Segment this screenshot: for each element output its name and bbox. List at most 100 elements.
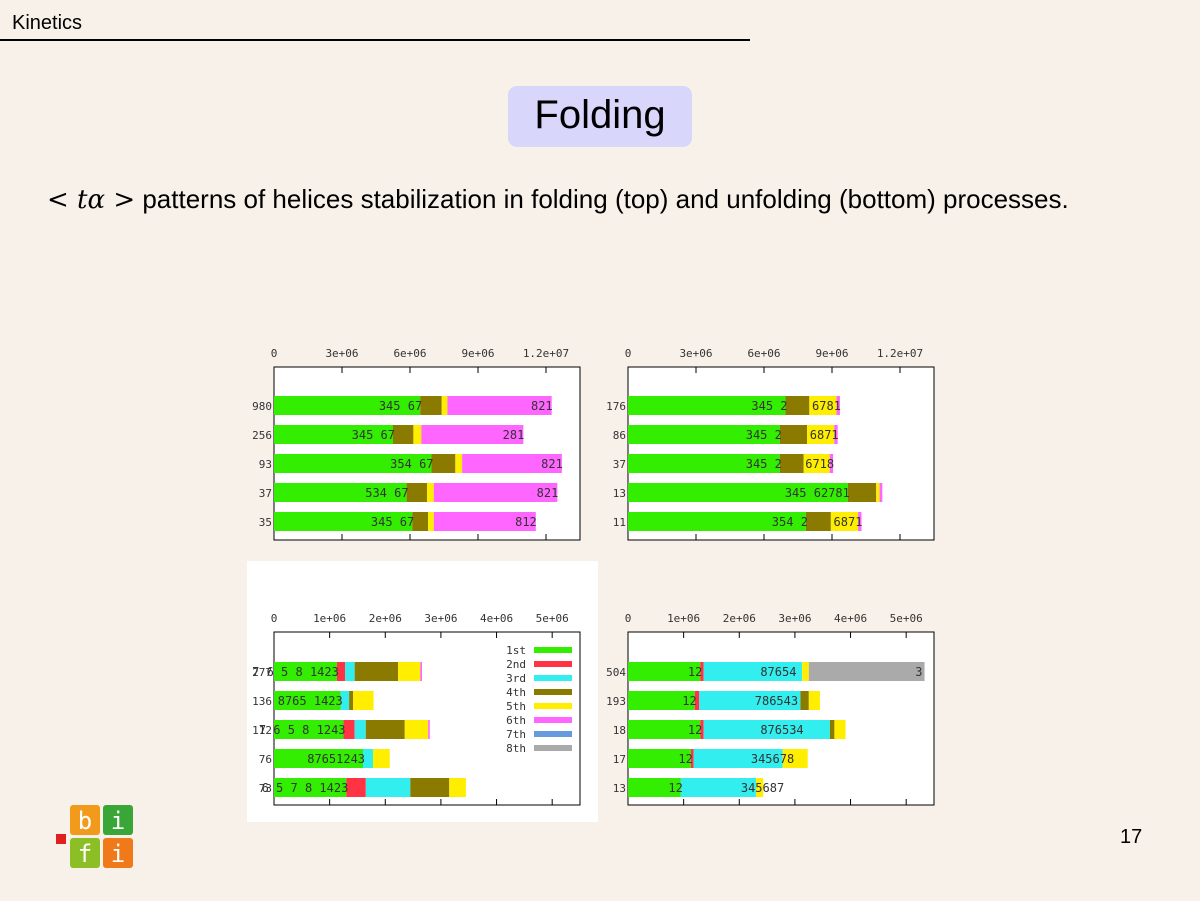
- legend-label: 5th: [506, 700, 526, 713]
- bar-segment-1st: [628, 662, 701, 681]
- bar-segment-5th: [428, 512, 434, 531]
- bar-segment-6th: [858, 512, 862, 531]
- bar-segment-4th: [847, 483, 877, 502]
- chart-folding-right: 0 3e+06 6e+06 9e+06 1.2e+07 176 345 2 6781 86 345…: [606, 347, 935, 541]
- bar-annotation-end: 6871: [834, 515, 863, 529]
- x-tick-label: 9e+06: [461, 347, 494, 360]
- bar-annotation: 12: [688, 723, 702, 737]
- x-tick-label: 4e+06: [480, 612, 513, 625]
- bar-segment-3rd: [345, 662, 355, 681]
- bar-annotation: 12: [668, 781, 682, 795]
- bar-annotation-end: 876534: [760, 723, 803, 737]
- bar-segment-5th: [755, 778, 764, 797]
- bar-annotation: 534 67: [365, 486, 408, 500]
- bar-annotation: 7 6 5 8 1243: [259, 723, 346, 737]
- x-tick-label: 5e+06: [890, 612, 923, 625]
- x-tick-label: 1e+06: [667, 612, 700, 625]
- slide-description: < tα > patterns of helices stabilization…: [47, 180, 1127, 219]
- bar-segment-2nd: [700, 662, 704, 681]
- bar-segment-1st: [628, 483, 848, 502]
- bar-segment-4th: [410, 778, 450, 797]
- bar-annotation: 345 2: [746, 428, 782, 442]
- row-label: 112: [252, 724, 272, 737]
- legend-label: 8th: [506, 742, 526, 755]
- row-label: 256: [252, 429, 272, 442]
- bar-annotation-end: 821: [541, 457, 563, 471]
- bar-segment-1st: [628, 512, 806, 531]
- x-tick-label: 0: [625, 612, 632, 625]
- x-tick-label: 0: [271, 347, 278, 360]
- bar-segment-4th: [412, 512, 429, 531]
- logo-letter: i: [111, 807, 125, 835]
- bar-segment-5th: [353, 691, 374, 710]
- bar-segment-4th: [805, 512, 831, 531]
- bar-segment-1st: [628, 720, 701, 739]
- bar-segment-3rd: [363, 749, 374, 768]
- bar-segment-4th: [393, 425, 414, 444]
- bar-segment-6th: [421, 425, 524, 444]
- logo-letter: b: [78, 807, 92, 835]
- plot-frame: [627, 366, 935, 541]
- bar-segment-1st: [274, 778, 347, 797]
- bar-segment-5th: [427, 483, 434, 502]
- bar-segment-1st: [274, 454, 432, 473]
- x-tick-label: 6e+06: [393, 347, 426, 360]
- bar-annotation: 345 67: [379, 399, 422, 413]
- x-tick-label: 3e+06: [424, 612, 457, 625]
- bar-segment-2nd: [343, 720, 355, 739]
- bar-segment-1st: [628, 425, 780, 444]
- legend-swatch: [534, 661, 572, 667]
- bar-segment-5th: [808, 691, 820, 710]
- bar-segment-3rd: [699, 691, 801, 710]
- bar-segment-5th: [834, 720, 846, 739]
- x-tick-label: 0: [625, 347, 632, 360]
- legend-label: 1st: [506, 644, 526, 657]
- bar-segment-3rd: [354, 720, 366, 739]
- row-label: 86: [613, 429, 626, 442]
- x-tick-label: 1.2e+07: [877, 347, 923, 360]
- bar-segment-5th: [404, 720, 429, 739]
- bar-annotation-end: 281: [503, 428, 525, 442]
- bar-segment-5th: [830, 512, 859, 531]
- bar-segment-6th: [433, 483, 558, 502]
- bar-annotation: 345 62781: [785, 486, 850, 500]
- bar-annotation-end: 6871: [810, 428, 839, 442]
- bar-annotation: 345 2: [746, 457, 782, 471]
- bar-segment-6th: [420, 662, 422, 681]
- bar-segment-1st: [274, 720, 344, 739]
- row-label: 11: [613, 516, 626, 529]
- section-header: Kinetics: [12, 12, 83, 34]
- x-tick-label: 1.2e+07: [523, 347, 569, 360]
- bar-annotation: 12: [688, 665, 702, 679]
- row-label: 277: [252, 666, 272, 679]
- row-label: 37: [613, 458, 626, 471]
- bar-segment-4th: [779, 425, 808, 444]
- bar-annotation-end: 345678: [751, 752, 794, 766]
- bar-segment-1st: [274, 662, 337, 681]
- bar-segment-4th: [829, 720, 835, 739]
- bar-segment-6th: [433, 512, 536, 531]
- bar-annotation-end: 786543: [755, 694, 798, 708]
- legend-label: 3rd: [506, 672, 526, 685]
- bar-segment-3rd: [693, 749, 783, 768]
- bar-segment-6th: [879, 483, 883, 502]
- x-tick-label: 2e+06: [369, 612, 402, 625]
- bar-annotation: 345 67: [352, 428, 395, 442]
- legend-swatch: [534, 745, 572, 751]
- bar-segment-1st: [274, 483, 407, 502]
- row-label: 17: [613, 753, 626, 766]
- row-label: 73: [259, 782, 272, 795]
- bar-segment-2nd: [694, 691, 700, 710]
- bar-annotation-end: 821: [531, 399, 553, 413]
- row-label: 980: [252, 400, 272, 413]
- bar-segment-6th: [462, 454, 562, 473]
- legend-swatch: [534, 717, 572, 723]
- x-tick-label: 3e+06: [325, 347, 358, 360]
- row-label: 176: [606, 400, 626, 413]
- bar-annotation: 345 67: [371, 515, 414, 529]
- bar-segment-2nd: [346, 778, 366, 797]
- bar-segment-1st: [274, 749, 364, 768]
- plot-frame: [273, 631, 581, 806]
- bar-segment-1st: [274, 512, 413, 531]
